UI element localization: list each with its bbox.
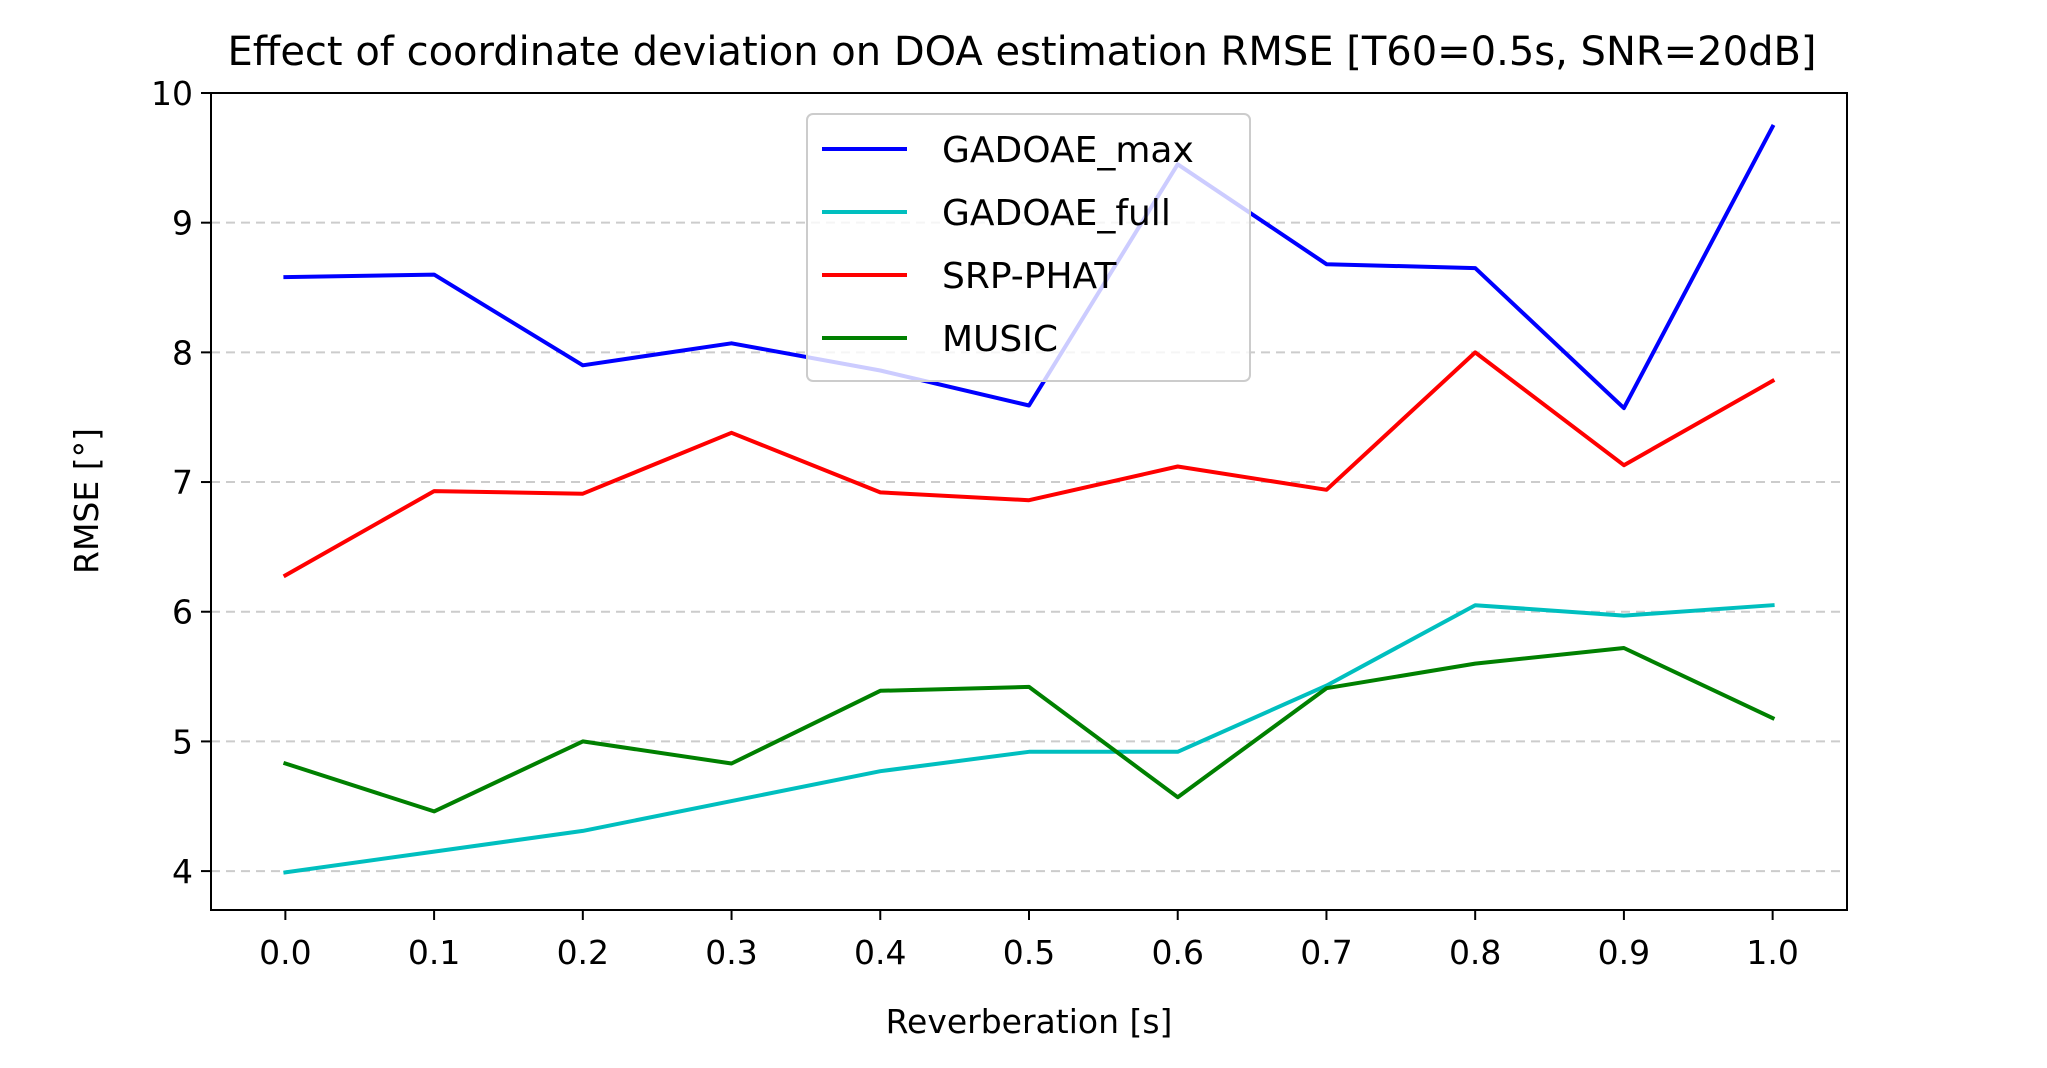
series-line-gadoae-max: [283, 123, 1776, 411]
x-tick-label: 0.5: [1003, 933, 1055, 972]
x-tick-label: 0.8: [1449, 933, 1501, 972]
series-line-srp-phat: [282, 350, 1776, 579]
x-tick-label: 0.3: [705, 933, 757, 972]
series-line-gadoae-full: [283, 603, 1775, 875]
legend-box: [806, 113, 1251, 382]
series-lines: [282, 123, 1776, 875]
x-tick-label: 0.7: [1300, 933, 1352, 972]
x-axis-label: Reverberation [s]: [886, 1002, 1173, 1041]
y-tick-label: 9: [172, 204, 193, 243]
x-tick-label: 0.6: [1151, 933, 1203, 972]
x-tick-label: 0.0: [259, 933, 311, 972]
y-tick-label: 10: [151, 74, 193, 113]
chart-title: Effect of coordinate deviation on DOA es…: [227, 29, 1816, 75]
y-tick-label: 4: [172, 852, 193, 891]
legend-label-gadoae-max: GADOAE_max: [942, 130, 1194, 171]
series-line-music: [282, 646, 1776, 814]
x-tick-label: 0.9: [1598, 933, 1650, 972]
x-tick-label: 0.1: [408, 933, 460, 972]
x-axis-ticks: 0.0 0.1 0.2 0.3 0.4 0.5 0.6 0.7 0.8 0.9 1.0: [259, 910, 1799, 972]
x-tick-label: 0.2: [557, 933, 609, 972]
x-tick-label: 1.0: [1746, 933, 1798, 972]
y-tick-label: 6: [172, 593, 193, 632]
x-tick-label: 0.4: [854, 933, 906, 972]
legend-label-srp-phat: SRP-PHAT: [942, 256, 1117, 297]
y-tick-label: 8: [172, 333, 193, 372]
legend-label-gadoae-full: GADOAE_full: [942, 193, 1171, 234]
legend: GADOAE_max GADOAE_full SRP-PHAT MUSIC: [806, 113, 1251, 382]
legend-label-music: MUSIC: [942, 319, 1058, 360]
y-axis-ticks: 4 5 6 7 8 9 10: [151, 74, 211, 891]
y-tick-label: 7: [172, 463, 193, 502]
y-axis-label: RMSE [°]: [67, 428, 106, 574]
y-tick-label: 5: [172, 722, 193, 761]
